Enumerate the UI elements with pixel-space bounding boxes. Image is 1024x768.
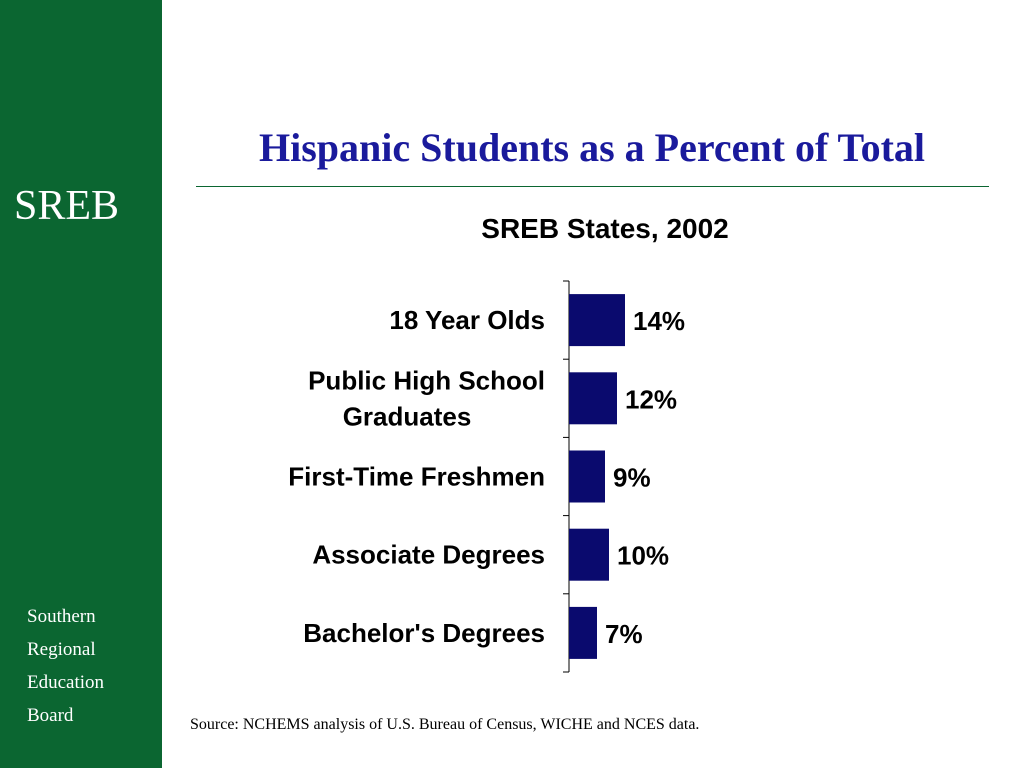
bar	[569, 450, 605, 503]
sidebar: SREB Southern Regional Education Board	[0, 0, 162, 768]
organization-name: Southern Regional Education Board	[27, 600, 104, 732]
category-label: Associate Degrees	[312, 540, 545, 570]
data-label: 10%	[617, 541, 669, 571]
brand-logo-text: SREB	[14, 183, 120, 229]
org-line: Education	[27, 672, 105, 693]
category-label: Public High School Graduates	[308, 365, 545, 431]
bar	[569, 528, 609, 581]
category-label: 18 Year Olds	[389, 305, 545, 335]
org-line: Southern	[27, 606, 96, 627]
bar	[569, 372, 617, 425]
source-note: Source: NCHEMS analysis of U.S. Bureau o…	[190, 716, 700, 733]
org-line: Regional	[27, 639, 96, 660]
org-line: Board	[27, 705, 74, 726]
data-label: 12%	[625, 384, 677, 414]
category-label: First-Time Freshmen	[288, 462, 545, 492]
data-label: 14%	[633, 306, 685, 336]
bar	[569, 606, 597, 659]
data-label: 9%	[613, 463, 651, 493]
data-label: 7%	[605, 619, 643, 649]
bar	[569, 294, 625, 347]
title-divider	[196, 186, 989, 187]
slide-title: Hispanic Students as a Percent of Total	[259, 125, 925, 170]
category-label: Bachelor's Degrees	[303, 618, 545, 648]
chart-title: SREB States, 2002	[481, 213, 729, 244]
